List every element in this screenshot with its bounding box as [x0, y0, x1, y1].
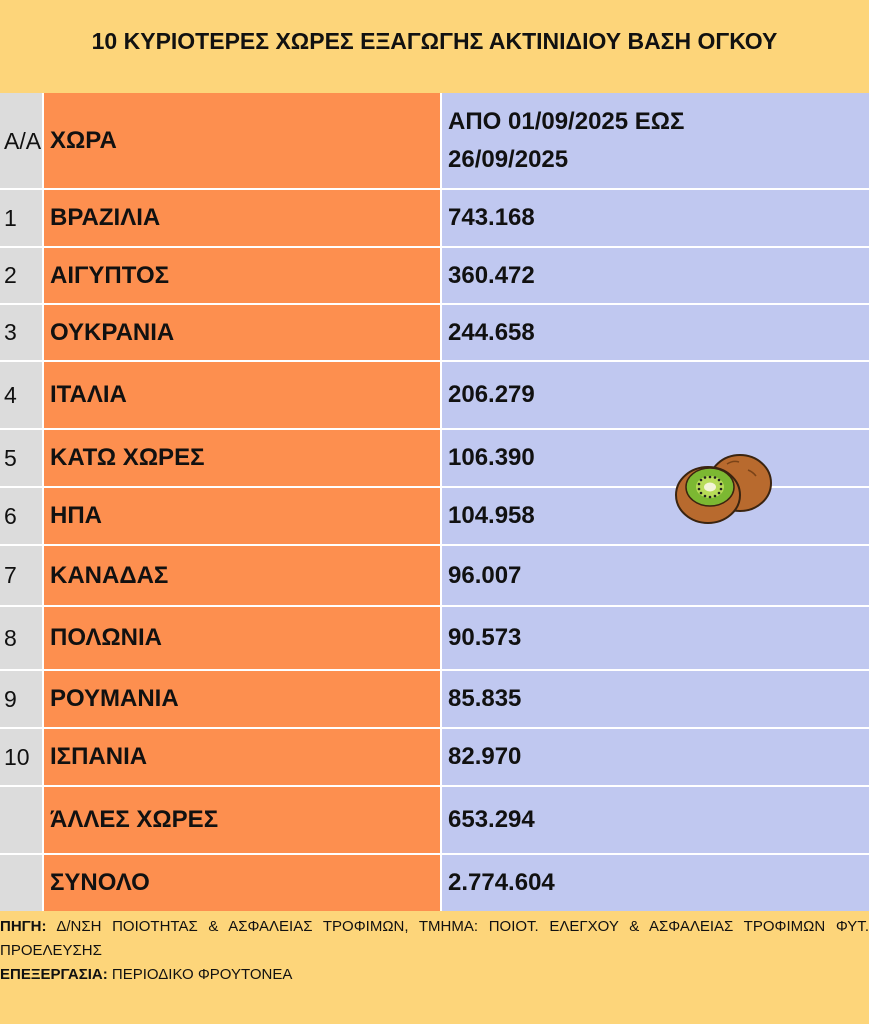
country: ΒΡΑΖΙΛΙΑ	[44, 190, 440, 246]
row-index: 3	[0, 305, 42, 360]
volume: 85.835	[442, 671, 869, 727]
row-index: 4	[0, 362, 42, 428]
country: ΡΟΥΜΑΝΙΑ	[44, 671, 440, 727]
country: ΗΠΑ	[44, 488, 440, 544]
kiwi-illustration	[675, 454, 772, 524]
volume: 104.958	[442, 488, 869, 544]
volume: 360.472	[442, 248, 869, 303]
volume: 206.279	[442, 362, 869, 428]
volume: 82.970	[442, 729, 869, 785]
source-label: ΠΗΓΗ:	[0, 918, 47, 935]
country: ΚΑΤΩ ΧΩΡΕΣ	[44, 430, 440, 486]
header-index: Α/Α	[0, 93, 42, 188]
row-index: 6	[0, 488, 42, 544]
row-index: 5	[0, 430, 42, 486]
country: ΑΙΓΥΠΤΟΣ	[44, 248, 440, 303]
row-index: 7	[0, 546, 42, 605]
country: ΆΛΛΕΣ ΧΩΡΕΣ	[44, 787, 440, 853]
country: ΣΥΝΟΛΟ	[44, 855, 440, 911]
header-period: ΑΠΟ 01/09/2025 ΕΩΣ 26/09/2025	[442, 93, 869, 188]
processing-line: ΕΠΕΞΕΡΓΑΣΙΑ: ΠΕΡΙΟΔΙΚΟ ΦΡΟΥΤΟΝΕΑ	[0, 963, 869, 987]
row-index: 8	[0, 607, 42, 669]
volume: 244.658	[442, 305, 869, 360]
country: ΙΣΠΑΝΙΑ	[44, 729, 440, 785]
header-period-text: ΑΠΟ 01/09/2025 ΕΩΣ 26/09/2025	[448, 107, 685, 173]
title: 10 ΚΥΡΙΟΤΕΡΕΣ ΧΩΡΕΣ ΕΞΑΓΩΓΗΣ ΑΚΤΙΝΙΔΙΟΥ …	[91, 28, 778, 54]
processing: ΠΕΡΙΟΔΙΚΟ ΦΡΟΥΤΟΝΕΑ	[111, 966, 293, 983]
row-index: 10	[0, 729, 42, 785]
row-index: 2	[0, 248, 42, 303]
footer: ΠΗΓΗ: Δ/ΝΣΗ ΠΟΙΟΤΗΤΑΣ & ΑΣΦΑΛΕΙΑΣ ΤΡΟΦΙΜ…	[0, 915, 869, 987]
country: ΠΟΛΩΝΙΑ	[44, 607, 440, 669]
volume: 96.007	[442, 546, 869, 605]
header-country: ΧΩΡΑ	[44, 93, 440, 188]
row-index	[0, 855, 42, 911]
source: Δ/ΝΣΗ ΠΟΙΟΤΗΤΑΣ & ΑΣΦΑΛΕΙΑΣ ΤΡΟΦΙΜΩΝ, ΤΜ…	[0, 918, 869, 959]
volume: 2.774.604	[442, 855, 869, 911]
volume: 90.573	[442, 607, 869, 669]
row-index	[0, 787, 42, 853]
volume: 106.390	[442, 430, 869, 486]
country: ΚΑΝΑΔΑΣ	[44, 546, 440, 605]
country: ΟΥΚΡΑΝΙΑ	[44, 305, 440, 360]
volume: 743.168	[442, 190, 869, 246]
processing-label: ΕΠΕΞΕΡΓΑΣΙΑ:	[0, 966, 108, 983]
row-index: 1	[0, 190, 42, 246]
country: ΙΤΑΛΙΑ	[44, 362, 440, 428]
row-index: 9	[0, 671, 42, 727]
source-line: ΠΗΓΗ: Δ/ΝΣΗ ΠΟΙΟΤΗΤΑΣ & ΑΣΦΑΛΕΙΑΣ ΤΡΟΦΙΜ…	[0, 915, 869, 963]
table: Α/Α ΧΩΡΑ ΑΠΟ 01/09/2025 ΕΩΣ 26/09/2025 1 ΒΡΑ…	[0, 93, 869, 911]
volume: 653.294	[442, 787, 869, 853]
